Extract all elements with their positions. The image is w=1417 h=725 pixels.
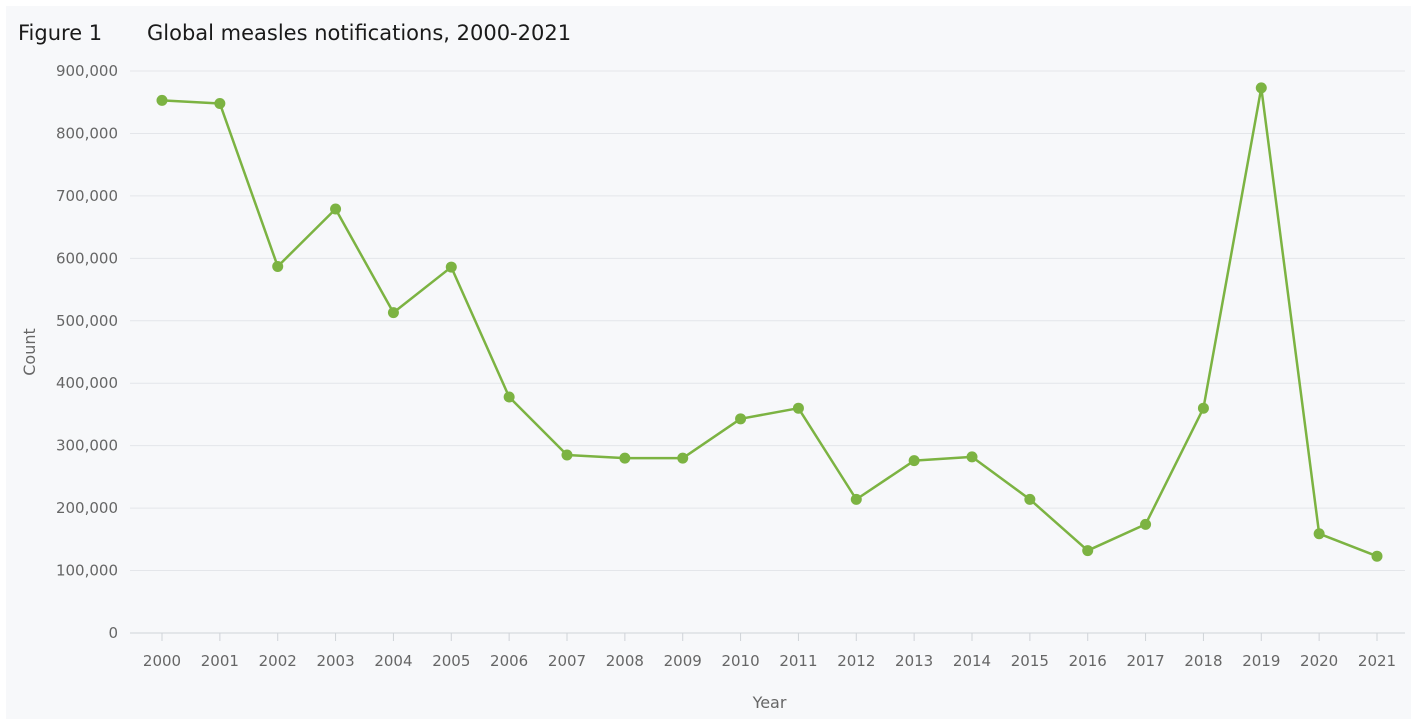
data-point[interactable]	[214, 97, 226, 109]
y-tick-label: 800,000	[56, 124, 118, 142]
data-point[interactable]	[445, 261, 457, 273]
x-tick-label: 2013	[895, 652, 933, 670]
y-tick-label: 300,000	[56, 437, 118, 455]
data-point[interactable]	[1255, 82, 1267, 94]
data-point[interactable]	[908, 455, 920, 467]
x-tick-label: 2005	[432, 652, 470, 670]
y-tick-label: 700,000	[56, 187, 118, 205]
x-tick-label: 2000	[143, 652, 181, 670]
x-tick-label: 2014	[953, 652, 991, 670]
data-point[interactable]	[1082, 545, 1094, 557]
x-tick-label: 2006	[490, 652, 528, 670]
x-tick-label: 2016	[1069, 652, 1107, 670]
x-tick-label: 2010	[721, 652, 759, 670]
data-point[interactable]	[1024, 493, 1036, 505]
data-point[interactable]	[1197, 402, 1209, 414]
x-tick-label: 2020	[1300, 652, 1338, 670]
data-point[interactable]	[1140, 518, 1152, 530]
y-tick-label: 500,000	[56, 312, 118, 330]
x-tick-label: 2021	[1358, 652, 1396, 670]
data-point[interactable]	[156, 94, 168, 106]
x-axis: 2000 2001 2002 2003 2004 2005 2006 2007 2008 2009…	[130, 632, 1405, 670]
y-tick-label: 900,000	[56, 62, 118, 80]
x-tick-label: 2001	[201, 652, 239, 670]
data-point[interactable]	[792, 402, 804, 414]
x-tick-label: 2011	[779, 652, 817, 670]
series-group	[156, 82, 1383, 562]
y-tick-label: 400,000	[56, 374, 118, 392]
x-tick-label: 2015	[1011, 652, 1049, 670]
data-point[interactable]	[677, 452, 689, 464]
y-tick-label: 0	[108, 624, 118, 642]
y-tick-label: 200,000	[56, 499, 118, 517]
data-point[interactable]	[1313, 528, 1325, 540]
data-point[interactable]	[966, 451, 978, 463]
chart-frame	[6, 6, 1411, 719]
x-tick-label: 2019	[1242, 652, 1280, 670]
data-point[interactable]	[735, 413, 747, 425]
chart-header: Figure 1 Global measles notifications, 2…	[18, 18, 571, 48]
y-tick-label: 100,000	[56, 562, 118, 580]
gridlines	[130, 70, 1405, 572]
series-line	[161, 86, 1378, 558]
data-point[interactable]	[619, 452, 631, 464]
data-point[interactable]	[503, 391, 515, 403]
x-tick-label: 2009	[664, 652, 702, 670]
x-tick-label: 2002	[259, 652, 297, 670]
x-tick-label: 2012	[837, 652, 875, 670]
x-tick-label: 2004	[374, 652, 412, 670]
data-point[interactable]	[561, 449, 573, 461]
y-axis-title: Count	[20, 328, 39, 376]
data-point[interactable]	[1371, 550, 1383, 562]
x-axis-title: Year	[752, 693, 787, 712]
figure-label: Figure 1	[18, 21, 103, 45]
x-tick-label: 2008	[606, 652, 644, 670]
data-point[interactable]	[387, 307, 399, 319]
data-point[interactable]	[850, 493, 862, 505]
y-axis: 0 100,000 200,000 300,000 400,000 500,000 600,…	[56, 62, 118, 642]
data-point[interactable]	[272, 260, 284, 272]
x-tick-label: 2007	[548, 652, 586, 670]
x-tick-label: 2003	[316, 652, 354, 670]
data-point[interactable]	[330, 203, 342, 215]
x-tick-label: 2018	[1184, 652, 1222, 670]
y-tick-label: 600,000	[56, 249, 118, 267]
chart-title: Global measles notifications, 2000-2021	[147, 21, 572, 45]
x-tick-label: 2017	[1126, 652, 1164, 670]
